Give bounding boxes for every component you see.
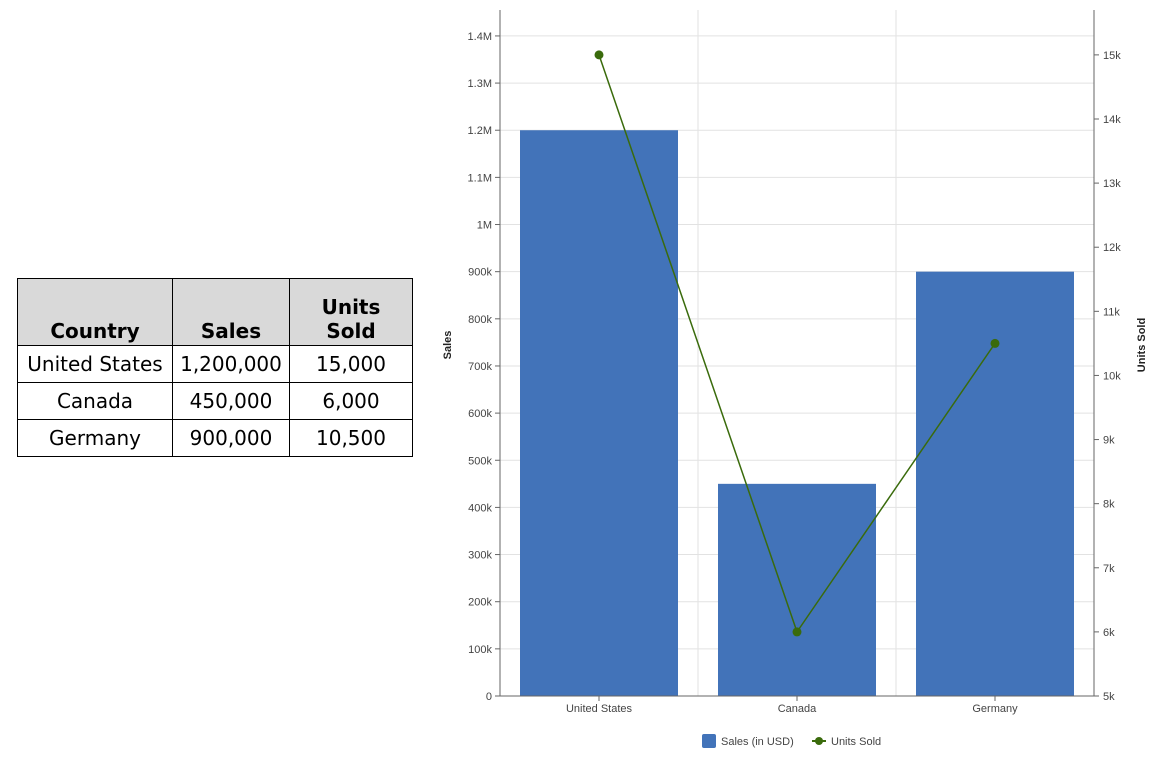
y-tick-label: 400k [468, 502, 492, 514]
y2-tick-label: 14k [1103, 114, 1121, 126]
x-tick-label: United States [566, 703, 633, 715]
y-tick-label: 300k [468, 550, 492, 562]
table-row: United States 1,200,000 15,000 [17, 345, 413, 383]
y2-tick-label: 11k [1103, 306, 1120, 318]
y-tick-label: 1.1M [468, 172, 492, 184]
cell: Canada [17, 382, 173, 420]
bar-germany [916, 271, 1074, 696]
y2-tick-label: 12k [1103, 242, 1121, 254]
legend-sales-swatch [702, 734, 716, 748]
legend-units-label: Units Sold [831, 736, 881, 748]
y2-tick-label: 7k [1103, 563, 1115, 575]
cell: 1,200,000 [172, 345, 290, 383]
cell: 900,000 [172, 419, 290, 457]
header-country: Country [17, 278, 173, 346]
y2-tick-label: 5k [1103, 691, 1115, 703]
units-sold-point-1 [792, 627, 802, 637]
y2-tick-label: 10k [1103, 370, 1121, 382]
y2-axis-title: Units Sold [1136, 318, 1148, 372]
bar-canada [718, 483, 876, 696]
y-tick-label: 0 [486, 691, 492, 703]
y-tick-label: 1.4M [468, 31, 492, 43]
y2-tick-label: 13k [1103, 178, 1121, 190]
y2-tick-label: 6k [1103, 627, 1115, 639]
legend-units-marker [815, 737, 823, 745]
table-row: Canada 450,000 6,000 [17, 382, 413, 420]
cell: 10,500 [289, 419, 413, 457]
y2-tick-label: 15k [1103, 50, 1121, 62]
legend-sales-label: Sales (in USD) [721, 736, 794, 748]
y-tick-label: 1.2M [468, 125, 492, 137]
y-axis-title: Sales [442, 331, 454, 360]
y-tick-label: 1.3M [468, 78, 492, 90]
y-tick-label: 500k [468, 455, 492, 467]
y2-tick-label: 9k [1103, 435, 1115, 447]
y-tick-label: 200k [468, 597, 492, 609]
y-tick-label: 800k [468, 314, 492, 326]
cell: United States [17, 345, 173, 383]
x-tick-label: Canada [778, 703, 817, 715]
table-row: Germany 900,000 10,500 [17, 419, 413, 457]
y-tick-label: 100k [468, 644, 492, 656]
bar-united-states [520, 130, 678, 696]
x-tick-label: Germany [972, 703, 1018, 715]
cell: Germany [17, 419, 173, 457]
y-tick-label: 900k [468, 267, 492, 279]
y-tick-label: 1M [477, 220, 492, 232]
y-tick-label: 600k [468, 408, 492, 420]
y-tick-label: 700k [468, 361, 492, 373]
table-header-row: Country Sales Units Sold [17, 278, 413, 346]
y2-tick-label: 8k [1103, 499, 1115, 511]
cell: 6,000 [289, 382, 413, 420]
data-table: Country Sales Units Sold United States 1,… [17, 278, 413, 457]
units-sold-point-0 [594, 50, 604, 60]
units-sold-point-2 [990, 338, 1000, 348]
